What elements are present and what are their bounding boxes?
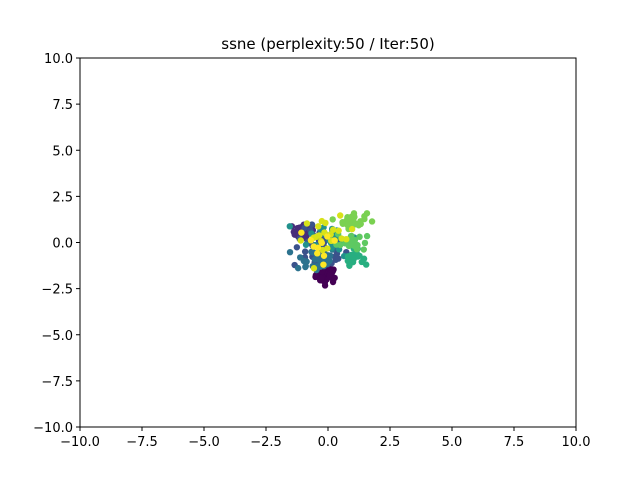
scatter-point-class-0: [331, 274, 338, 282]
scatter-point-class-7: [329, 216, 336, 223]
x-tick-label: −2.5: [250, 435, 282, 450]
scatter-point-class-7: [351, 221, 359, 228]
scatter-point-class-8: [303, 220, 311, 227]
scatter-point-class-9: [314, 244, 322, 251]
y-tick-label: −2.5: [41, 283, 73, 298]
scatter-point-class-3: [294, 264, 302, 272]
x-tick-label: −7.5: [126, 435, 158, 450]
scatter-point-class-8: [297, 237, 304, 244]
scatter-point-class-2: [293, 244, 301, 251]
y-axis: −10.0 −7.5 −5.0 −2.5 0.0 2.5 5.0 7.5 10.0: [33, 52, 80, 436]
scatter-point-class-2: [335, 255, 342, 262]
x-tick-label: 2.5: [380, 435, 401, 450]
scatter-point-class-5: [363, 261, 370, 268]
scatter-point-class-8: [338, 235, 345, 242]
scatter-point-class-4: [286, 223, 293, 230]
scatter-point-class-0: [312, 271, 320, 279]
x-tick-label: 7.5: [504, 435, 525, 450]
chart-title: ssne (perplexity:50 / Iter:50): [221, 35, 434, 53]
y-tick-label: 0.0: [52, 237, 73, 252]
scatter-point-class-2: [308, 221, 316, 228]
scatter-point-class-9: [320, 252, 328, 259]
scatter-point-class-2: [301, 248, 309, 255]
scatter-point-class-3: [286, 249, 294, 256]
x-tick-label: −10.0: [60, 435, 100, 450]
scatter-point-class-8: [315, 223, 322, 230]
scatter-point-class-6: [356, 233, 363, 241]
scatter-point-class-8: [348, 225, 356, 233]
y-tick-label: 7.5: [52, 98, 73, 113]
y-tick-label: −10.0: [33, 421, 73, 436]
scatter-point-class-8: [343, 236, 350, 243]
scatter-point-class-6: [360, 246, 367, 253]
x-tick-label: 10.0: [562, 435, 591, 450]
scatter-point-class-0: [326, 272, 333, 280]
y-tick-label: −7.5: [41, 375, 73, 390]
scatter-point-class-5: [348, 251, 355, 259]
scatter-point-class-9: [314, 250, 321, 257]
scatter-point-class-9: [307, 237, 315, 244]
x-tick-label: 5.0: [442, 435, 463, 450]
x-tick-label: −5.0: [188, 435, 220, 450]
scatter-point-class-3: [302, 263, 309, 271]
scatter-point-class-3: [300, 257, 308, 265]
y-tick-label: −5.0: [41, 329, 73, 344]
scatter-point-class-7: [339, 219, 346, 226]
scatter-point-class-6: [363, 232, 371, 240]
scatter-points: [286, 210, 376, 289]
scatter-point-class-4: [302, 241, 310, 248]
scatter-point-class-6: [351, 236, 359, 244]
scatter-point-class-6: [347, 241, 354, 249]
scatter-point-class-8: [322, 219, 329, 227]
scatter-point-class-5: [356, 252, 363, 260]
scatter-point-class-8: [335, 227, 342, 234]
scatter-point-class-3: [325, 254, 332, 262]
scatter-point-class-8: [337, 212, 344, 219]
scatter-point-class-9: [324, 233, 331, 240]
scatter-point-class-9: [298, 229, 305, 236]
scatter-point-class-9: [331, 237, 338, 244]
scatter-point-class-8: [324, 245, 331, 252]
scatter-point-class-7: [363, 210, 371, 217]
scatter-point-class-5: [346, 262, 353, 269]
scatter-point-class-8: [310, 265, 318, 272]
x-tick-label: 0.0: [318, 435, 339, 450]
scatter-point-class-6: [354, 241, 361, 249]
scatter-point-class-7: [361, 215, 368, 223]
scatter-point-class-6: [347, 233, 355, 240]
scatter-point-class-0: [317, 274, 325, 282]
y-tick-label: 5.0: [52, 144, 73, 159]
scatter-point-class-9: [320, 261, 327, 268]
scatter-point-class-9: [318, 239, 326, 247]
scatter-point-class-7: [368, 218, 376, 225]
y-tick-label: 10.0: [44, 52, 73, 67]
scatter-point-class-6: [361, 239, 369, 247]
x-axis: −10.0 −7.5 −5.0 −2.5 0.0 2.5 5.0 7.5 10.0: [60, 427, 590, 450]
y-tick-label: 2.5: [52, 190, 73, 205]
scatter-point-class-7: [350, 213, 357, 220]
